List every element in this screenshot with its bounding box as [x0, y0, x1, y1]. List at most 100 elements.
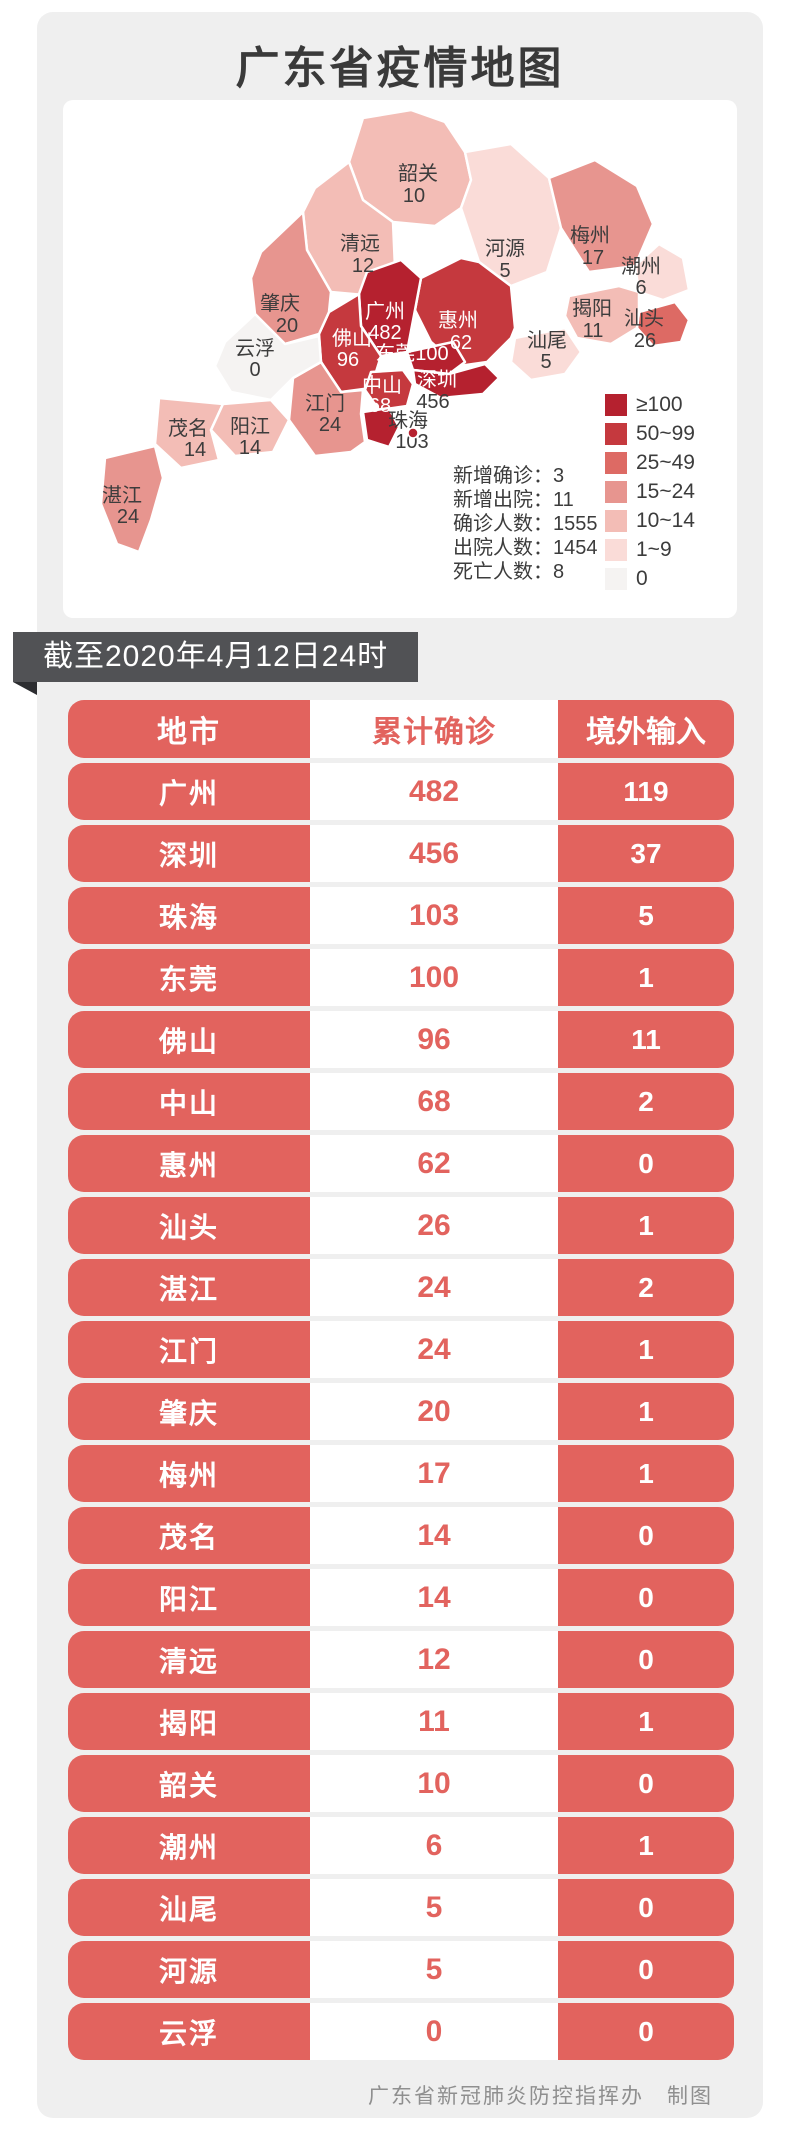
cell-city: 湛江 — [68, 1259, 310, 1316]
table-row: 湛江 24 2 — [68, 1259, 734, 1316]
cell-imported: 0 — [558, 1755, 734, 1812]
cell-city: 东莞 — [68, 949, 310, 1006]
map-region-value: 5 — [499, 260, 510, 282]
map-region-label: 珠海 — [388, 409, 428, 432]
credit-footer: 广东省新冠肺炎防控指挥办 制图 — [368, 2085, 713, 2108]
map-region-label: 中山 — [362, 374, 402, 397]
map-region-云浮 — [213, 312, 323, 402]
content-card: 广东省疫情地图 韶关 10 清远 12 河源 5 梅州 17 潮州 6 汕头 26 揭阳 11 汕尾 5 惠州 6… — [13, 12, 763, 2118]
table-row: 深圳 456 37 — [68, 825, 734, 882]
cell-imported: 119 — [558, 763, 734, 820]
legend-swatch — [605, 568, 627, 590]
cell-confirmed: 24 — [310, 1321, 558, 1378]
stat-line: 出院人数：1454 — [453, 537, 598, 559]
map-region-深圳 — [411, 362, 501, 400]
cell-confirmed: 100 — [310, 949, 558, 1006]
stat-line: 新增出院：11 — [453, 489, 574, 511]
table-header-row: 地市 累计确诊 境外输入 — [68, 700, 734, 758]
table-row: 清远 12 0 — [68, 1631, 734, 1688]
map-region-河源 — [459, 142, 563, 288]
legend-swatch — [605, 510, 627, 532]
legend-item: ≥100 — [605, 393, 695, 416]
cell-imported: 0 — [558, 1507, 734, 1564]
cell-confirmed: 62 — [310, 1135, 558, 1192]
cell-imported: 1 — [558, 1445, 734, 1502]
map-card: 韶关 10 清远 12 河源 5 梅州 17 潮州 6 汕头 26 揭阳 11 汕尾 5 惠州 62 广州 482 东莞… — [63, 100, 737, 618]
cell-imported: 0 — [558, 2003, 734, 2060]
map-region-label: 深圳 — [417, 368, 457, 391]
header-imported: 境外输入 — [558, 700, 734, 758]
cell-confirmed: 103 — [310, 887, 558, 944]
map-region-value: 14 — [239, 437, 261, 459]
cell-imported: 2 — [558, 1073, 734, 1130]
city-data-table: 地市 累计确诊 境外输入 广州 482 119 深圳 456 37 珠海 103 5 东莞 100 1… — [68, 700, 734, 2065]
map-region-汕尾 — [509, 326, 583, 382]
map-region-label: 汕头 — [624, 307, 664, 330]
table-body: 广州 482 119 深圳 456 37 珠海 103 5 东莞 100 1 佛山 96 11 中山 68 2 惠州… — [68, 763, 734, 2060]
map-region-value: 456 — [416, 391, 449, 413]
cell-city: 阳江 — [68, 1569, 310, 1626]
map-region-label: 湛江 — [102, 484, 142, 507]
map-region-label: 清远 — [340, 232, 380, 255]
cell-imported: 0 — [558, 1879, 734, 1936]
legend-item: 15~24 — [605, 480, 695, 503]
legend-label: ≥100 — [636, 393, 683, 416]
cell-imported: 0 — [558, 1941, 734, 1998]
cell-imported: 1 — [558, 1321, 734, 1378]
map-region-揭阳 — [563, 284, 641, 346]
cell-imported: 2 — [558, 1259, 734, 1316]
cell-confirmed: 14 — [310, 1507, 558, 1564]
map-region-value: 20 — [276, 315, 298, 337]
cell-imported: 0 — [558, 1135, 734, 1192]
cell-confirmed: 6 — [310, 1817, 558, 1874]
table-row: 汕头 26 1 — [68, 1197, 734, 1254]
cell-city: 揭阳 — [68, 1693, 310, 1750]
map-region-value: 0 — [249, 359, 260, 381]
table-row: 云浮 0 0 — [68, 2003, 734, 2060]
cell-city: 潮州 — [68, 1817, 310, 1874]
cell-confirmed: 0 — [310, 2003, 558, 2060]
cell-confirmed: 11 — [310, 1693, 558, 1750]
legend-item: 50~99 — [605, 422, 695, 445]
map-region-中山 — [363, 368, 415, 412]
table-row: 汕尾 5 0 — [68, 1879, 734, 1936]
cell-city: 佛山 — [68, 1011, 310, 1068]
legend-item: 25~49 — [605, 451, 695, 474]
map-region-label: 东莞100 — [375, 342, 448, 365]
legend-item: 1~9 — [605, 538, 695, 561]
cell-confirmed: 5 — [310, 1941, 558, 1998]
map-region-湛江 — [99, 444, 165, 554]
cell-imported: 1 — [558, 949, 734, 1006]
map-region-value: 24 — [319, 414, 341, 436]
map-region-value: 103 — [395, 431, 428, 453]
cell-city: 中山 — [68, 1073, 310, 1130]
cell-city: 肇庆 — [68, 1383, 310, 1440]
cell-imported: 1 — [558, 1693, 734, 1750]
map-region-label: 肇庆 — [260, 292, 300, 315]
map-region-label: 河源 — [485, 237, 525, 260]
map-region-东莞 — [405, 340, 467, 376]
banner-fold-triangle — [13, 682, 37, 695]
summary-stats: 新增确诊：3 新增出院：11 确诊人数：1555 出院人数：1454 死亡人数：8 — [453, 464, 598, 584]
legend-item: 0 — [605, 567, 695, 590]
cell-city: 茂名 — [68, 1507, 310, 1564]
map-region-惠州 — [413, 256, 517, 368]
legend-label: 0 — [636, 567, 648, 590]
legend-label: 10~14 — [636, 509, 695, 532]
cell-confirmed: 10 — [310, 1755, 558, 1812]
map-region-value: 6 — [635, 277, 646, 299]
map-region-value: 62 — [450, 332, 472, 354]
stat-line: 新增确诊：3 — [453, 465, 565, 487]
map-region-label: 韶关 — [398, 162, 438, 185]
table-row: 中山 68 2 — [68, 1073, 734, 1130]
cell-confirmed: 17 — [310, 1445, 558, 1502]
legend-label: 1~9 — [636, 538, 672, 561]
map-region-label: 茂名 — [168, 417, 208, 440]
map-region-value: 12 — [352, 255, 374, 277]
cell-city: 韶关 — [68, 1755, 310, 1812]
cell-city: 江门 — [68, 1321, 310, 1378]
cell-confirmed: 5 — [310, 1879, 558, 1936]
map-region-label: 梅州 — [570, 224, 610, 247]
table-row: 茂名 14 0 — [68, 1507, 734, 1564]
